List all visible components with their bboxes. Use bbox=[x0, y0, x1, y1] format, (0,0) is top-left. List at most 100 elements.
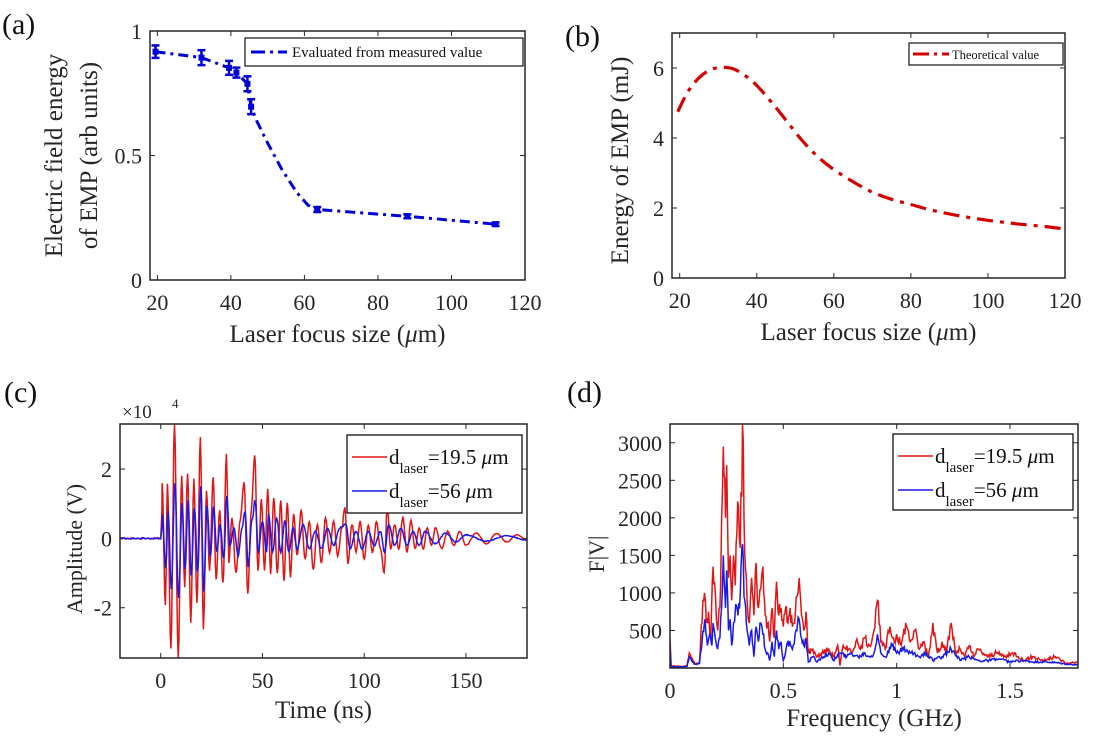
series-line-theoretical bbox=[676, 65, 1065, 231]
label-part: Laser focus size ( bbox=[230, 321, 406, 348]
x-tick-label: 1.5 bbox=[996, 678, 1024, 703]
x-tick-label: 120 bbox=[509, 290, 542, 315]
legend-value: =19.5 bbox=[428, 445, 482, 469]
legend-main: d bbox=[935, 444, 946, 468]
data-point bbox=[244, 80, 251, 87]
legend-main: d bbox=[389, 479, 400, 503]
axes-box bbox=[671, 32, 1066, 279]
data-point bbox=[226, 64, 233, 71]
legend-sub: laser bbox=[400, 461, 428, 477]
y-tick-label: -2 bbox=[94, 596, 112, 621]
series-line-1 bbox=[670, 543, 1078, 668]
legend-sub: laser bbox=[946, 460, 974, 476]
legend-box bbox=[244, 37, 524, 67]
x-tick-label: 80 bbox=[900, 288, 922, 313]
legend-mu: μ bbox=[481, 445, 493, 469]
legend-label-0: dlaser=19.5 μm bbox=[389, 445, 509, 477]
x-tick-label: 1 bbox=[891, 678, 902, 703]
panel-label-d: (d) bbox=[567, 376, 602, 409]
data-point bbox=[152, 48, 159, 55]
legend-value: =56 bbox=[428, 479, 466, 503]
x-tick-label: 40 bbox=[746, 288, 768, 313]
x-tick-label: 100 bbox=[971, 288, 1004, 313]
x-tick-label: 20 bbox=[669, 288, 691, 313]
axes-box bbox=[669, 423, 1079, 669]
y-tick-label: 2000 bbox=[618, 506, 662, 531]
legend-label: Theoretical value bbox=[952, 48, 1040, 62]
y-multiplier-exponent: 4 bbox=[172, 396, 179, 411]
y-axis-label-line1: Electric field energy bbox=[41, 53, 68, 257]
legend-unit: m bbox=[492, 445, 508, 469]
x-axis-label: Laser focus size (μm) bbox=[230, 321, 446, 348]
y-tick-label: 2 bbox=[653, 196, 664, 221]
legend-mu: μ bbox=[1027, 444, 1039, 468]
data-point bbox=[198, 54, 205, 61]
panel-a-chart: 20 40 60 80 100 120 0 0.5 1 Laser focus size (μm)… bbox=[41, 19, 542, 348]
legend-label-1: dlaser=56 μm bbox=[389, 479, 493, 511]
panel-label-a: (a) bbox=[2, 8, 35, 41]
legend-label-0: dlaser=19.5 μm bbox=[935, 444, 1055, 476]
y-tick-label: 4 bbox=[653, 126, 664, 151]
x-tick-label: 100 bbox=[348, 668, 381, 693]
y-axis-label: Amplitude (V) bbox=[62, 484, 87, 614]
y-axis-label-line2: of EMP (arb units) bbox=[76, 62, 103, 249]
legend-label-1: dlaser=56 μm bbox=[935, 478, 1039, 510]
y-tick-label: 0 bbox=[131, 268, 142, 293]
series-line-measured bbox=[155, 50, 496, 226]
x-axis-label: Frequency (GHz) bbox=[786, 705, 962, 732]
panel-label-b: (b) bbox=[565, 20, 600, 53]
x-tick-label: 120 bbox=[1049, 288, 1082, 313]
legend-unit: m bbox=[476, 479, 492, 503]
x-tick-label: 150 bbox=[449, 668, 482, 693]
y-tick-label: 2500 bbox=[618, 468, 662, 493]
y-axis-label: F|V| bbox=[584, 536, 609, 573]
label-part: m) bbox=[418, 321, 446, 348]
x-tick-label: 0 bbox=[665, 678, 676, 703]
x-tick-label: 60 bbox=[293, 290, 315, 315]
legend-unit: m bbox=[1022, 478, 1038, 502]
panel-label-c: (c) bbox=[4, 376, 37, 409]
legend-sub: laser bbox=[400, 495, 428, 511]
y-tick-label: 1 bbox=[131, 19, 142, 44]
axes-box bbox=[149, 30, 526, 281]
y-tick-label: 1500 bbox=[618, 543, 662, 568]
x-tick-label: 50 bbox=[251, 668, 273, 693]
x-axis-label: Time (ns) bbox=[275, 697, 372, 724]
y-axis-label: Energy of EMP (mJ) bbox=[607, 57, 634, 265]
legend-unit: m bbox=[1038, 444, 1054, 468]
series-line-0 bbox=[120, 424, 527, 658]
axes-box bbox=[119, 423, 528, 659]
y-tick-label: 0 bbox=[653, 266, 664, 291]
legend-box bbox=[892, 433, 1074, 511]
series-line-0 bbox=[670, 424, 1078, 668]
y-tick-label: 3000 bbox=[618, 431, 662, 456]
y-tick-label: 0.5 bbox=[115, 144, 143, 169]
data-point bbox=[404, 213, 411, 220]
legend-main: d bbox=[935, 478, 946, 502]
legend-mu: μ bbox=[465, 479, 477, 503]
x-tick-label: 0.5 bbox=[770, 678, 798, 703]
label-part: μ bbox=[935, 319, 949, 346]
legend-value: =56 bbox=[974, 478, 1012, 502]
y-tick-label: 6 bbox=[653, 56, 664, 81]
label-part: m) bbox=[949, 319, 977, 346]
panel-d-chart: 0 0.5 1 1.5 500 1000 1500 2000 2500 3000 Frequency… bbox=[584, 423, 1079, 732]
data-point bbox=[248, 103, 255, 110]
y-tick-label: 500 bbox=[629, 618, 662, 643]
panel-c-chart: 0 50 100 150 -2 0 2 Time (ns) Amplitude (V) ×10 4 d… bbox=[62, 396, 528, 724]
data-point bbox=[233, 69, 240, 76]
y-tick-label: 0 bbox=[101, 526, 112, 551]
x-tick-label: 60 bbox=[823, 288, 845, 313]
x-axis-label: Laser focus size (μm) bbox=[761, 319, 977, 346]
legend-box bbox=[346, 434, 523, 514]
legend-mu: μ bbox=[1011, 478, 1023, 502]
series-line-1 bbox=[120, 483, 527, 599]
label-part: Laser focus size ( bbox=[761, 319, 937, 346]
data-point bbox=[492, 221, 499, 228]
legend-main: d bbox=[389, 445, 400, 469]
y-tick-label: 1000 bbox=[618, 581, 662, 606]
legend-box bbox=[908, 42, 1064, 66]
x-tick-label: 100 bbox=[435, 290, 468, 315]
legend-label: Evaluated from measured value bbox=[292, 45, 483, 61]
